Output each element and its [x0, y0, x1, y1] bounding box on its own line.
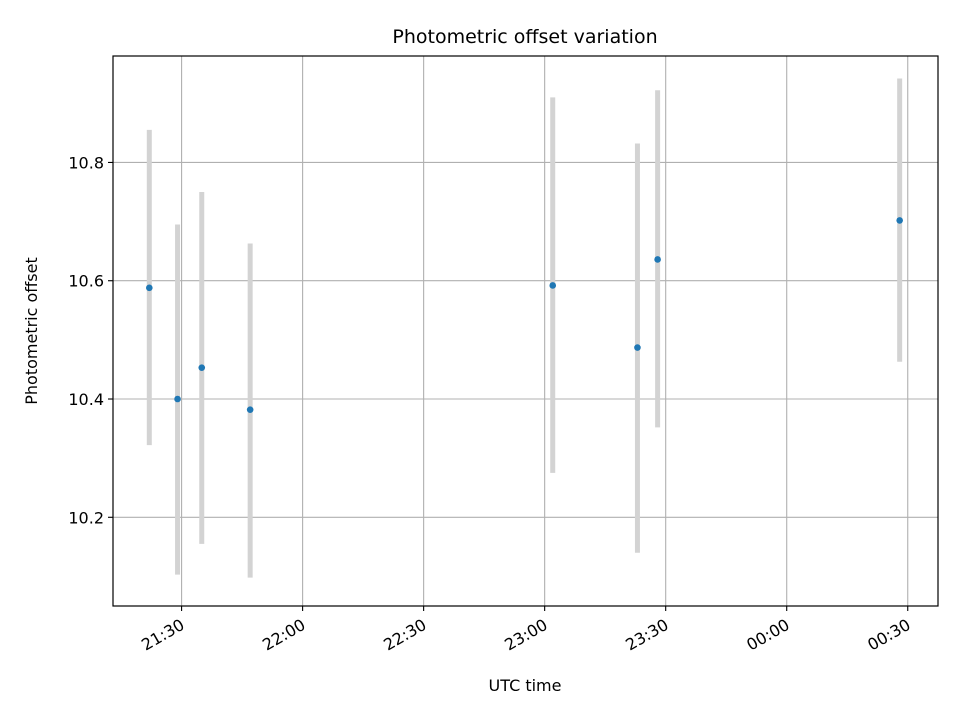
y-tick-label: 10.8 — [68, 153, 104, 172]
chart-title: Photometric offset variation — [392, 26, 657, 48]
grid — [113, 56, 938, 606]
y-tick-label: 10.4 — [68, 390, 104, 409]
data-point — [634, 344, 641, 351]
x-axis-label: UTC time — [489, 676, 562, 695]
data-point — [246, 406, 254, 413]
data-point — [174, 395, 181, 403]
data-point — [198, 364, 206, 371]
data-point — [549, 282, 557, 289]
y-axis-ticks: 10.2 10.4 10.6 10.8 — [68, 153, 113, 527]
data-point — [146, 284, 153, 292]
data-point — [896, 217, 903, 224]
data-points — [146, 217, 903, 413]
data-point — [654, 256, 661, 263]
y-tick-label: 10.2 — [68, 508, 104, 527]
y-axis-label: Photometric offset — [22, 257, 41, 405]
y-tick-label: 10.6 — [68, 272, 104, 291]
plot-area-frame — [112, 55, 939, 607]
